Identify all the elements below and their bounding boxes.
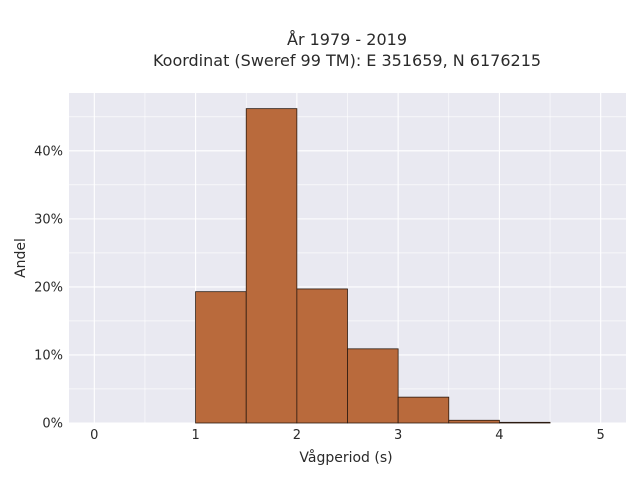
x-tick-label: 0 <box>90 428 98 443</box>
x-tick-label: 5 <box>597 428 605 443</box>
y-tick-label: 40% <box>34 144 63 159</box>
y-tick-label: 10% <box>34 348 63 363</box>
histogram-bar <box>195 291 247 424</box>
x-tick-label: 1 <box>191 428 199 443</box>
x-axis-label: Vågperiod (s) <box>299 449 392 466</box>
histogram-bar <box>296 288 348 424</box>
chart-title-line1: År 1979 - 2019 <box>287 30 407 49</box>
x-tick-label: 4 <box>495 428 503 443</box>
y-axis-label: Andel <box>13 238 29 278</box>
tick-labels: 0 1 2 3 4 5 0% 10% 20% 30% 40% <box>34 144 605 443</box>
x-tick-label: 2 <box>293 428 301 443</box>
chart-title-line2: Koordinat (Sweref 99 TM): E 351659, N 61… <box>153 51 541 70</box>
histogram-bar <box>499 421 551 424</box>
y-tick-label: 20% <box>34 280 63 295</box>
histogram-bar <box>245 108 298 424</box>
y-tick-label: 30% <box>34 212 63 227</box>
histogram-bar <box>448 419 500 424</box>
x-tick-label: 3 <box>394 428 402 443</box>
histogram-bar <box>397 396 450 424</box>
histogram-bar <box>347 348 399 424</box>
y-tick-label: 0% <box>42 417 63 432</box>
bars <box>195 108 551 424</box>
